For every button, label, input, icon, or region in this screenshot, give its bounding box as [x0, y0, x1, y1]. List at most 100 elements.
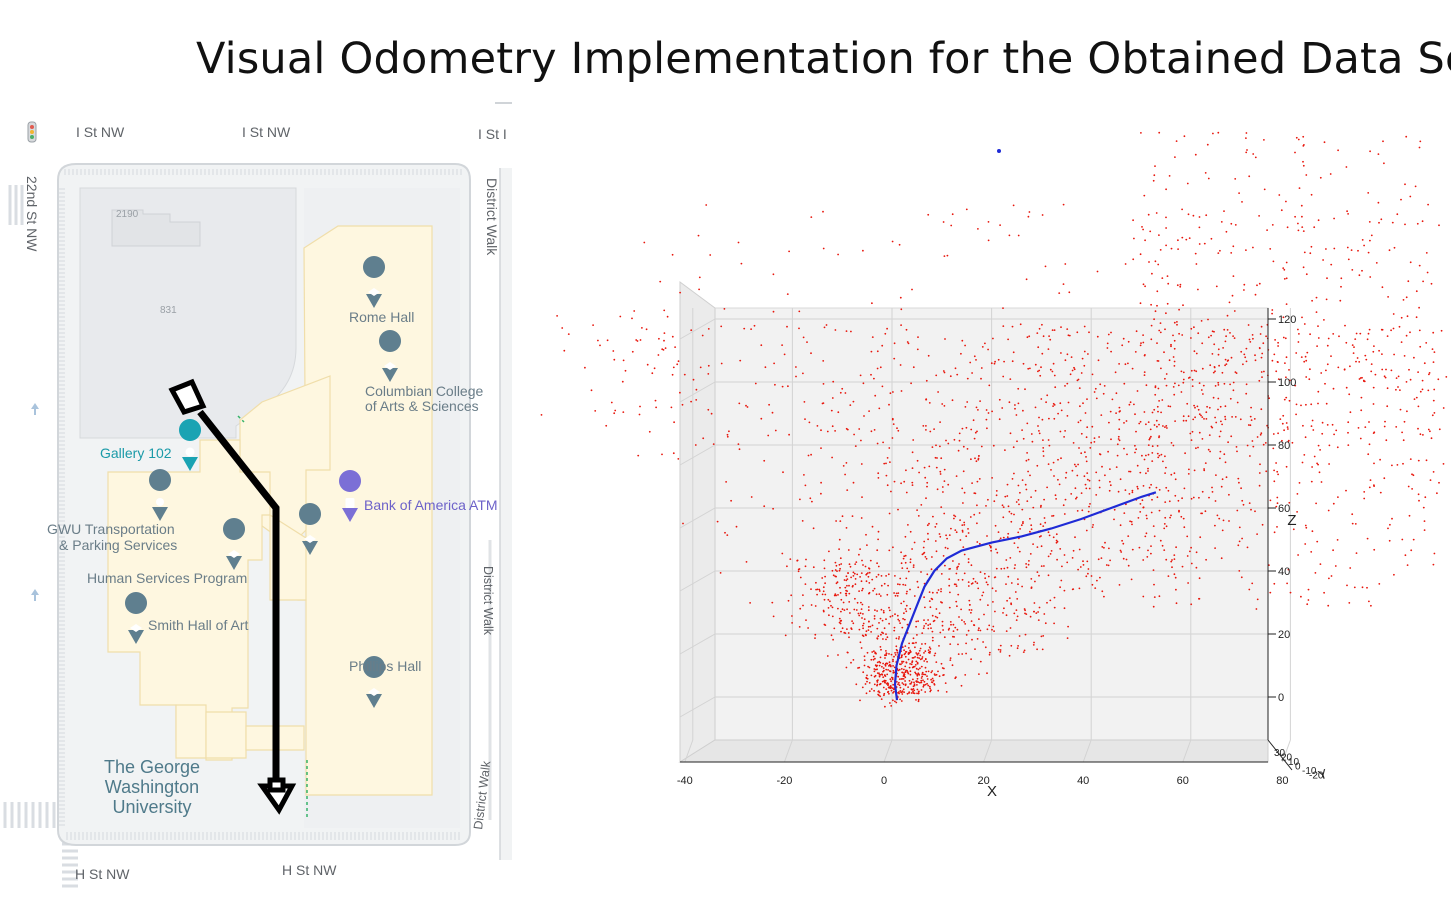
cloud-point — [1428, 373, 1430, 376]
cloud-point — [1232, 275, 1235, 277]
cloud-point — [1103, 385, 1106, 387]
cloud-point — [1298, 187, 1301, 189]
cloud-point — [1417, 459, 1420, 462]
odometry-3d-plot[interactable]: -40 -20 0 20 40 60 80 0 20 40 60 80 100 120 30 20 10 0-… — [540, 120, 1451, 820]
cloud-point — [882, 670, 884, 673]
cloud-point — [774, 383, 776, 386]
place-label-rome-hall[interactable]: Rome Hall — [349, 309, 414, 325]
place-label-gwu[interactable]: Washington — [105, 777, 199, 797]
cloud-point — [1409, 378, 1412, 381]
cloud-point — [1150, 338, 1153, 341]
cloud-point — [1009, 557, 1012, 559]
cloud-point — [1182, 381, 1185, 384]
cloud-point — [905, 651, 908, 653]
cloud-point — [1172, 444, 1175, 447]
cloud-point — [1037, 370, 1039, 373]
cloud-point — [1156, 290, 1159, 293]
cloud-point — [940, 588, 942, 590]
place-label-gwu[interactable]: The George — [104, 757, 200, 777]
cloud-point — [726, 433, 729, 436]
place-label-phillips-hall[interactable]: Phillips Hall — [349, 658, 421, 674]
cloud-point — [1346, 246, 1349, 249]
y-tick-label: -20 — [1309, 771, 1324, 782]
cloud-point — [1017, 402, 1020, 405]
cloud-point — [1239, 418, 1242, 421]
cloud-point — [1089, 503, 1091, 505]
cloud-point — [1097, 558, 1100, 561]
cloud-point — [1436, 492, 1438, 495]
cloud-point — [1393, 573, 1395, 576]
cloud-point — [935, 523, 938, 525]
cloud-point — [1297, 222, 1299, 225]
cloud-point — [1108, 421, 1110, 424]
cloud-point — [1038, 432, 1041, 435]
cloud-point — [991, 587, 994, 590]
place-label-gwu[interactable]: University — [112, 797, 191, 817]
cloud-point — [1062, 203, 1065, 206]
cloud-point — [912, 566, 915, 568]
place-label-smith-hall[interactable]: Smith Hall of Art — [148, 617, 248, 633]
cloud-point — [1278, 194, 1281, 196]
campus-map[interactable]: I St NW I St NW I St I H St NW H St NW 2… — [0, 100, 512, 895]
cloud-point — [1157, 456, 1160, 459]
cloud-point — [891, 678, 894, 681]
cloud-point — [906, 567, 909, 570]
cloud-point — [957, 565, 959, 568]
place-label-gallery[interactable]: Gallery 102 — [100, 445, 172, 461]
place-label-gwu-transportation[interactable]: & Parking Services — [59, 537, 177, 553]
cloud-point — [1008, 597, 1011, 599]
cloud-point — [839, 391, 842, 394]
place-label-columbian[interactable]: Columbian College — [365, 383, 484, 399]
cloud-point — [928, 402, 931, 404]
z-tick-label: 20 — [1278, 629, 1290, 641]
cloud-point — [1349, 567, 1352, 569]
cloud-point — [1382, 140, 1384, 143]
cloud-point — [879, 646, 882, 648]
cloud-point — [1417, 427, 1419, 430]
cloud-point — [1335, 429, 1338, 432]
cloud-point — [919, 647, 922, 650]
cloud-point — [883, 680, 885, 682]
cloud-point — [1012, 351, 1015, 354]
x-tick-label: 0 — [881, 775, 887, 787]
cloud-point — [818, 590, 821, 592]
cloud-point — [1032, 543, 1034, 545]
cloud-point — [655, 406, 657, 409]
place-label-human-services[interactable]: Human Services Program — [87, 570, 247, 586]
cloud-point — [827, 598, 830, 601]
cloud-point — [1017, 484, 1020, 487]
cloud-point — [1096, 579, 1098, 582]
cloud-point — [952, 560, 954, 562]
cloud-point — [867, 665, 869, 668]
cloud-point — [862, 249, 864, 252]
cloud-point — [955, 600, 958, 603]
cloud-point — [1109, 484, 1112, 487]
place-label-atm[interactable]: Bank of America ATM — [364, 497, 498, 513]
cloud-point — [1406, 315, 1409, 318]
cloud-point — [936, 591, 938, 594]
cloud-point — [1201, 438, 1204, 440]
cloud-point — [1066, 353, 1069, 356]
cloud-point — [1080, 372, 1083, 374]
cloud-point — [825, 324, 828, 326]
cloud-point — [1046, 486, 1048, 489]
cloud-point — [1232, 381, 1235, 384]
cloud-point — [830, 634, 833, 637]
cloud-point — [866, 677, 869, 680]
place-label-columbian[interactable]: of Arts & Sciences — [365, 398, 479, 414]
cloud-point — [845, 575, 848, 578]
cloud-point — [1219, 430, 1222, 433]
cloud-point — [886, 327, 888, 330]
cloud-point — [1292, 528, 1295, 531]
cloud-point — [1173, 393, 1176, 396]
cloud-point — [1067, 401, 1070, 404]
cloud-point — [1330, 355, 1332, 357]
cloud-point — [901, 662, 903, 664]
cloud-point — [881, 385, 884, 388]
cloud-point — [1377, 153, 1380, 155]
cloud-point — [987, 575, 990, 578]
cloud-point — [807, 454, 810, 457]
place-label-gwu-transportation[interactable]: GWU Transportation — [47, 521, 175, 537]
cloud-point — [846, 578, 849, 580]
cloud-point — [876, 442, 879, 445]
